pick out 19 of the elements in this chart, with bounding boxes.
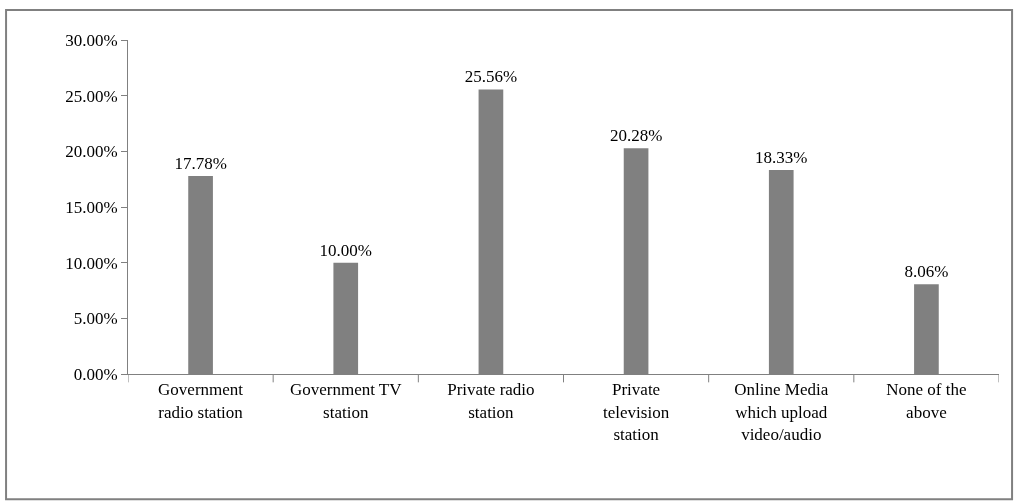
data-label: 20.28% bbox=[609, 126, 663, 146]
x-tick-label: Private radio station bbox=[447, 380, 535, 422]
data-label: 25.56% bbox=[464, 67, 518, 87]
y-tick-label: 20.00% bbox=[65, 142, 118, 162]
data-label: 17.78% bbox=[174, 154, 227, 174]
y-tick-label: 0.00% bbox=[73, 364, 118, 384]
x-tick-label: None of the above bbox=[886, 380, 967, 422]
y-tick-label: 15.00% bbox=[65, 197, 118, 217]
data-label: 8.06% bbox=[904, 262, 949, 282]
y-tick-label: 5.00% bbox=[73, 309, 118, 329]
x-tick-label: Private television station bbox=[603, 380, 670, 444]
y-tick-label: 25.00% bbox=[65, 86, 118, 106]
x-tick-label: Government radio station bbox=[158, 380, 244, 422]
data-label: 18.33% bbox=[755, 147, 808, 167]
y-tick-label: 10.00% bbox=[65, 253, 118, 273]
data-label: 10.00% bbox=[319, 240, 372, 260]
x-tick-label: Online Media which upload video/audio bbox=[734, 380, 829, 444]
x-tick-label: Government TV station bbox=[289, 380, 403, 422]
y-tick-label: 30.00% bbox=[65, 30, 118, 50]
